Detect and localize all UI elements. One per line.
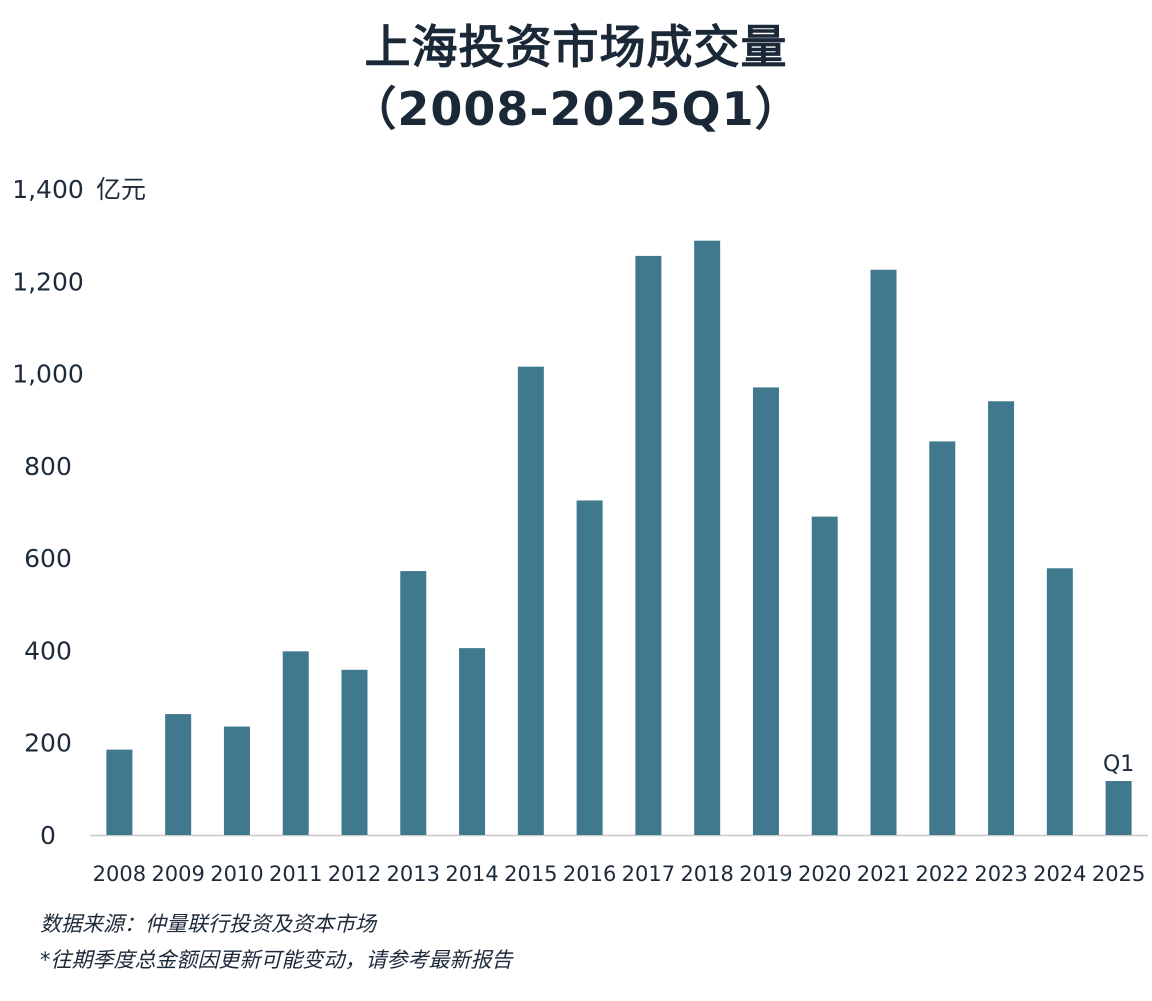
- bar: [870, 269, 897, 835]
- bar: [1046, 568, 1073, 835]
- x-tick-label: 2010: [210, 862, 263, 886]
- y-tick-label: 200: [24, 729, 72, 758]
- bar: [165, 714, 192, 835]
- bar: [694, 240, 721, 835]
- bar: [517, 366, 544, 835]
- bar: [929, 441, 956, 835]
- y-tick-label: 400: [24, 636, 72, 665]
- bar: [988, 401, 1015, 835]
- y-tick-label: 1,200: [12, 267, 84, 296]
- bar: [106, 749, 133, 835]
- bar: [752, 387, 779, 835]
- bar: [400, 571, 427, 835]
- x-tick-label: 2012: [328, 862, 381, 886]
- x-tick-label: 2016: [563, 862, 616, 886]
- chart-subtitle: （2008-2025Q1）: [350, 82, 802, 136]
- disclaimer-note: *往期季度总金额因更新可能变动，请参考最新报告: [40, 948, 513, 972]
- y-tick-label: 0: [40, 821, 56, 850]
- x-tick-label: 2011: [269, 862, 322, 886]
- bar: [223, 726, 250, 835]
- x-tick-label: 2022: [916, 862, 969, 886]
- chart-title: 上海投资市场成交量: [364, 20, 788, 74]
- bar-annotation: Q1: [1103, 752, 1134, 777]
- bar: [576, 500, 603, 835]
- x-tick-label: 2025: [1092, 862, 1145, 886]
- x-tick-label: 2020: [798, 862, 851, 886]
- x-tick-label: 2008: [93, 862, 146, 886]
- x-tick-label: 2013: [387, 862, 440, 886]
- x-tick-label: 2021: [857, 862, 910, 886]
- bar: [1105, 781, 1132, 835]
- y-tick-label: 600: [24, 544, 72, 573]
- bar: [341, 669, 368, 835]
- x-tick-label: 2024: [1033, 862, 1086, 886]
- y-tick-label: 1,400: [12, 175, 84, 204]
- x-tick-label: 2023: [974, 862, 1027, 886]
- x-tick-label: 2019: [739, 862, 792, 886]
- y-tick-label: 800: [24, 452, 72, 481]
- x-tick-label: 2009: [151, 862, 204, 886]
- bar: [459, 648, 486, 835]
- source-note: 数据来源：仲量联行投资及资本市场: [40, 912, 376, 936]
- bar: [282, 651, 309, 835]
- x-tick-label: 2014: [445, 862, 498, 886]
- x-tick-label: 2018: [680, 862, 733, 886]
- y-tick-label: 1,000: [12, 360, 84, 389]
- bar: [635, 255, 662, 835]
- bar: [811, 516, 838, 835]
- y-axis-label: 亿元: [96, 175, 146, 204]
- x-tick-label: 2017: [622, 862, 675, 886]
- x-tick-label: 2015: [504, 862, 557, 886]
